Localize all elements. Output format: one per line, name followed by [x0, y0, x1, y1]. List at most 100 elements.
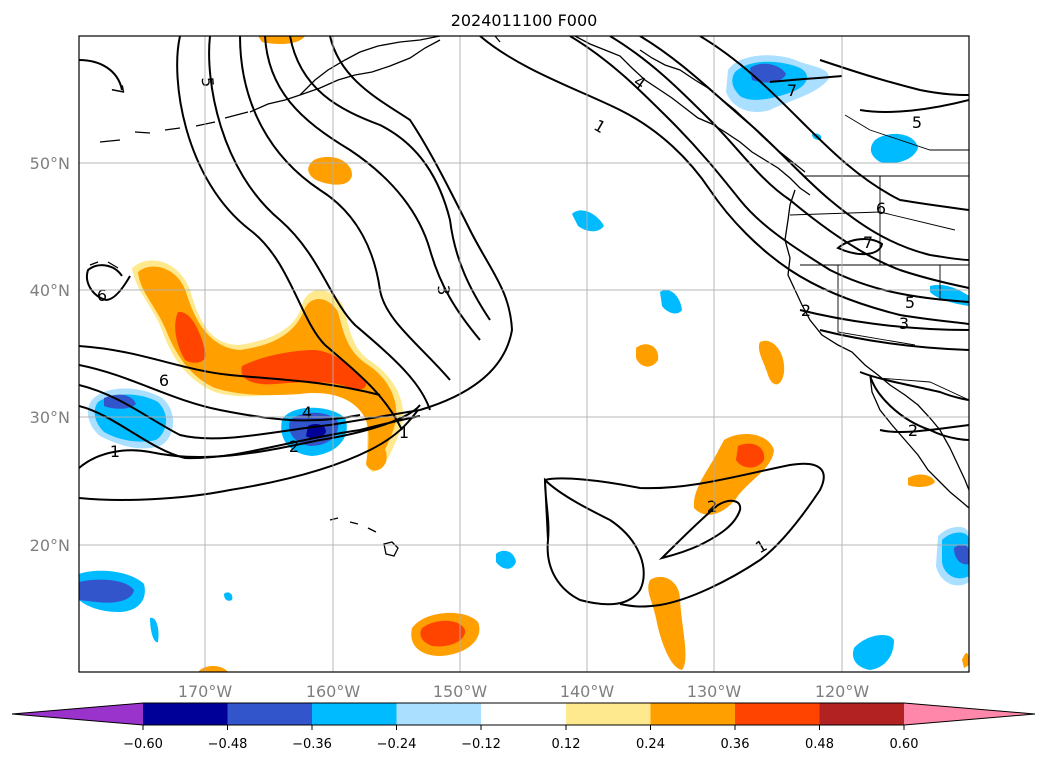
colorbar-segment: [143, 703, 228, 725]
contour-ridge-3: [609, 36, 969, 289]
positive-anomaly-core: [175, 311, 367, 390]
contour-trough-6: [329, 36, 514, 411]
contour-label: 2: [289, 437, 299, 456]
lat-label-30n: 30°N: [30, 408, 70, 427]
colorbar-tick-label: −0.36: [292, 737, 332, 752]
positive-anomaly-small-6: [908, 474, 935, 487]
colorbar-extend-left: [12, 703, 143, 725]
coastline-alaska-peninsula: [299, 36, 441, 96]
contour-label: 3: [899, 314, 909, 333]
negative-anomaly-small-3: [496, 550, 516, 569]
border-us-mexico: [877, 377, 969, 401]
contour-label: 2: [707, 497, 717, 516]
coastline-baja: [869, 374, 969, 509]
latitude-labels: 50°N 40°N 30°N 20°N: [30, 154, 70, 555]
gridlines: [79, 36, 969, 672]
contour-labels: 7 5 1 4 7 5 6 7 6 3 5 2 3 6 4 2 1 1 2 1: [97, 72, 922, 558]
contour-subtropical-5: [79, 404, 421, 469]
colorbar-tick-label: −0.48: [208, 737, 248, 752]
negative-anomaly-small-1: [572, 210, 604, 232]
contour-trough-5: [289, 36, 491, 321]
colorbar-tick-label: 0.24: [636, 737, 665, 752]
lon-label-140w: 140°W: [560, 682, 615, 701]
map-frame: [78, 35, 970, 673]
contour-label: 6: [97, 286, 107, 305]
negative-anomaly-bc: [870, 133, 918, 164]
contour-trough-3: [239, 36, 451, 381]
contour-ridge-4: [639, 36, 969, 261]
positive-anomaly-small-2-core: [420, 620, 466, 647]
contour-ridge-2: [569, 36, 969, 303]
contour-north-7: [769, 75, 843, 83]
contour-label: 6: [876, 199, 886, 218]
contour-trough-1: [176, 36, 403, 431]
colorbar-tick-label: 0.36: [721, 737, 750, 752]
positive-anomaly-central-core: [736, 443, 765, 468]
contour-label: 7: [863, 233, 873, 252]
contour-subtropical-3: [79, 384, 421, 440]
colorbar-tick-label: −0.60: [123, 737, 163, 752]
lat-label-40n: 40°N: [30, 281, 70, 300]
contour-ridge-6: [819, 59, 969, 96]
coastline-hawaii: [329, 517, 399, 557]
lat-label-20n: 20°N: [30, 536, 70, 555]
colorbar-segment: [312, 703, 397, 725]
negative-anomaly-ne-inner: [750, 63, 786, 83]
colorbar-tick-label: 0.48: [805, 737, 834, 752]
map-panel: 7 5 1 4 7 5 6 7 6 3 5 2 3 6 4 2 1 1 2 1: [78, 35, 970, 673]
map-title: 2024011100 F000: [451, 11, 598, 30]
political-borders: [789, 114, 969, 401]
contour-label: 5: [912, 113, 922, 132]
lon-label-120w: 120°W: [815, 682, 870, 701]
map-content: 7 5 1 4 7 5 6 7 6 3 5 2 3 6 4 2 1 1 2 1: [79, 36, 969, 672]
negative-anomaly-small-4: [150, 617, 159, 643]
contour-label: 7: [787, 81, 797, 100]
negative-anomaly-small-5: [224, 592, 233, 601]
contour-subtropical-6: [79, 409, 419, 501]
lat-label-50n: 50°N: [30, 154, 70, 173]
colorbar-tick-label: −0.24: [377, 737, 417, 752]
positive-anomaly-top: [258, 36, 305, 44]
contour-subtropical-2: [79, 364, 361, 422]
coastline-west-islands: [89, 261, 119, 269]
coastline-alaska-south: [494, 36, 811, 196]
contour-west-7: [79, 59, 123, 91]
colorbar-segment: [481, 703, 566, 725]
colorbar: −0.60 −0.48 −0.36 −0.24 −0.12 0.12 0.24 …: [11, 702, 1036, 752]
colorbar-tick-label: −0.12: [461, 737, 501, 752]
colorbar-segment: [566, 703, 651, 725]
colorbar-tick-label: 0.12: [552, 737, 581, 752]
contour-ridge-5: [699, 36, 969, 211]
contour-se-2: [819, 329, 969, 351]
negative-anomaly-small-2: [660, 290, 682, 314]
contour-trough-4: [264, 36, 481, 341]
colorbar-tick-label: 0.60: [890, 737, 919, 752]
contour-label: 5: [198, 76, 218, 88]
contour-label: 7: [107, 83, 127, 96]
colorbar-segment: [396, 703, 481, 725]
contour-subtropical-1: [79, 345, 381, 396]
lon-label-150w: 150°W: [433, 682, 488, 701]
contour-se-1: [799, 309, 969, 331]
lon-label-130w: 130°W: [687, 682, 742, 701]
colorbar-segment: [227, 703, 312, 725]
positive-anomaly-small-1: [308, 156, 352, 185]
contour-label: 5: [905, 293, 915, 312]
contour-central-2-loop: [658, 499, 742, 560]
border-states-3: [837, 265, 916, 346]
contour-lines: [79, 36, 969, 608]
contour-ridge-1: [479, 36, 969, 325]
contour-se-3: [859, 371, 969, 401]
contour-ridge-7: [859, 99, 969, 113]
positive-anomaly-small-3: [636, 344, 659, 367]
contour-subtropical-4: [79, 405, 421, 460]
positive-anomaly-small-5: [366, 444, 387, 471]
contour-west-6-loop: [86, 264, 131, 301]
lon-label-170w: 170°W: [178, 682, 233, 701]
colorbar-ticks: [142, 725, 905, 730]
colorbar-segment: [735, 703, 820, 725]
negative-anomaly-se-1: [852, 634, 894, 670]
contour-label: 1: [399, 423, 409, 442]
contour-label: 4: [302, 403, 312, 422]
